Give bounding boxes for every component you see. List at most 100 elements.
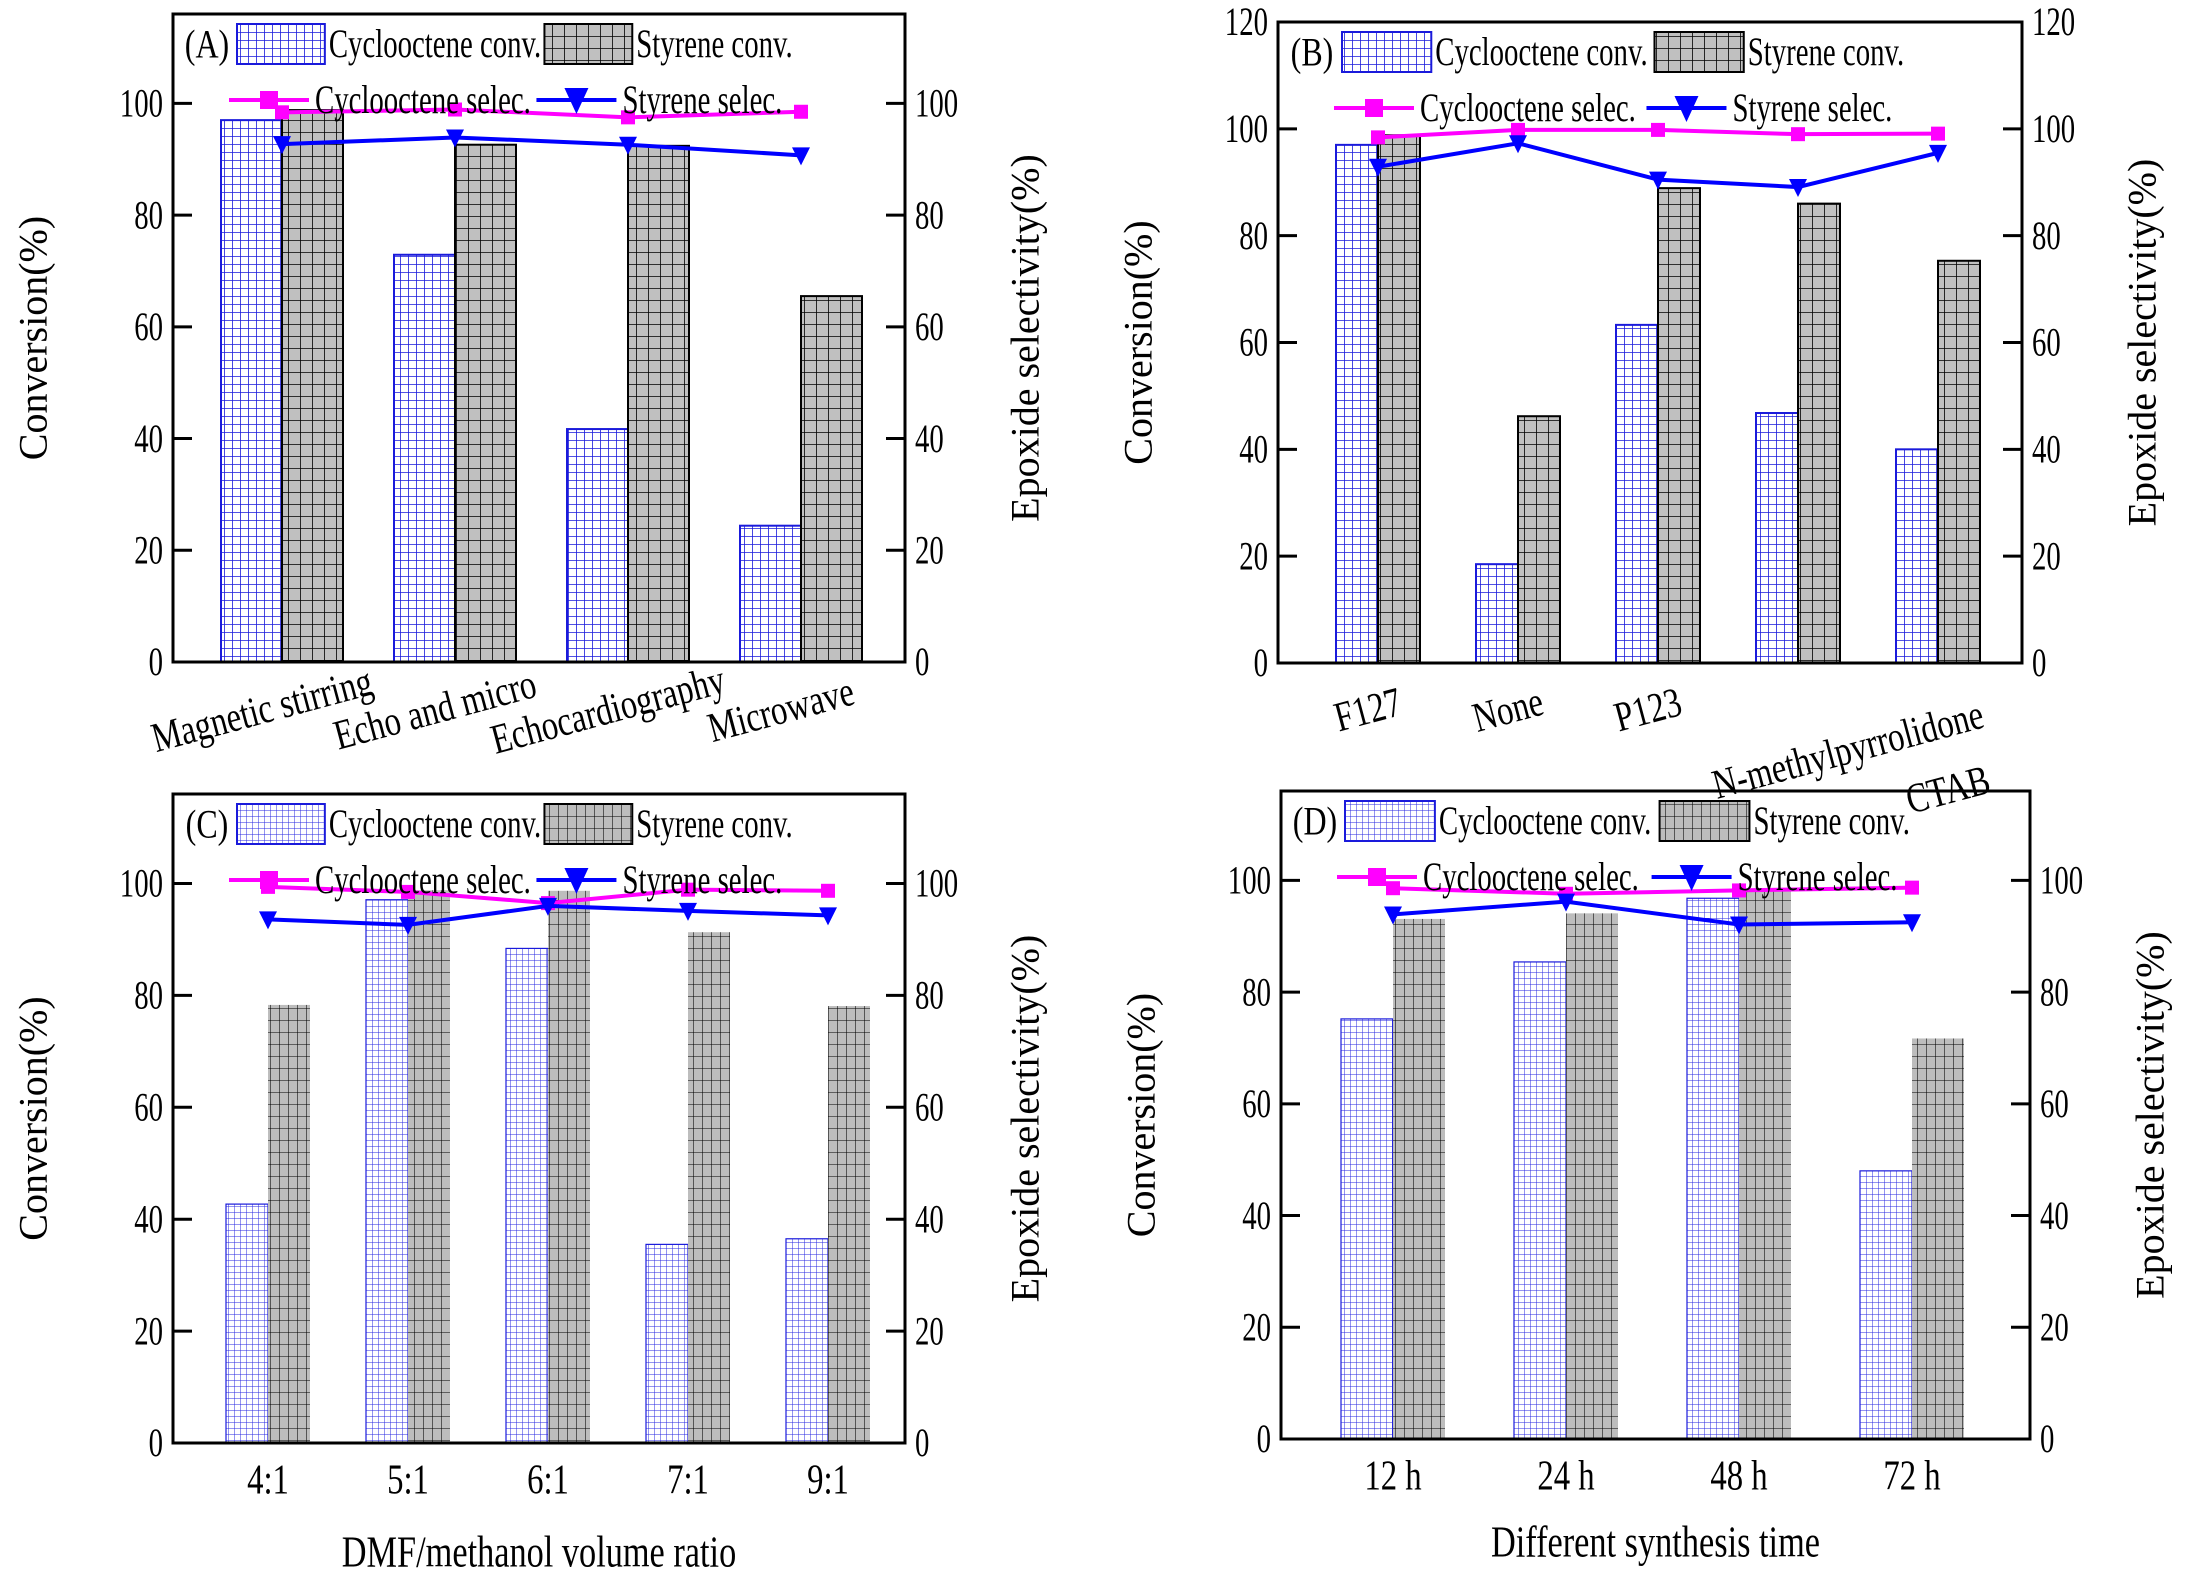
- y-tick-label-wrap: 60: [134, 1085, 163, 1130]
- marker-styrene-selec: [1789, 179, 1807, 198]
- y2-axis-label-wrap: Epoxide selectivity(%): [2128, 931, 2173, 1299]
- y2-tick-label-wrap: 40: [915, 416, 944, 461]
- y2-tick-label-wrap: 40: [2040, 1193, 2069, 1238]
- y-tick-label: 20: [1239, 534, 1268, 579]
- y-tick-label-wrap: 60: [134, 304, 163, 349]
- panel-label: (A): [185, 22, 229, 66]
- marker-cyclooctene-selec: [1732, 883, 1746, 898]
- legend-styrene-selec-text: Styrene selec.: [622, 78, 782, 123]
- y2-tick-label: 60: [2040, 1081, 2069, 1126]
- y2-tick-label-wrap: 20: [915, 1309, 944, 1354]
- bar-cyclooctene-conv: [220, 119, 283, 663]
- y2-tick-label-wrap: 60: [2032, 320, 2061, 365]
- marker-styrene-selec: [259, 911, 277, 930]
- bar-cyclooctene-conv: [1755, 412, 1799, 665]
- legend-styrene-conv-text-wrap: Styrene conv.: [1748, 30, 1904, 75]
- x-tick-label: 24 h: [1537, 1453, 1594, 1500]
- x-axis-label-wrap: DMF/methanol volume ratio: [342, 1527, 736, 1575]
- legend-cyclooctene-selec-text-wrap: Cyclooctene selec.: [315, 858, 531, 903]
- y-tick-label-wrap: 80: [134, 193, 163, 238]
- y-tick-label: 0: [149, 1421, 163, 1466]
- panel-label-wrap: (A): [185, 22, 229, 66]
- legend-cyclooctene-conv-text-wrap: Cyclooctene conv.: [329, 22, 541, 67]
- y-tick-label-wrap: 20: [1239, 534, 1268, 579]
- legend-cyclooctene-conv-text: Cyclooctene conv.: [1435, 30, 1647, 75]
- y2-tick-label: 100: [2032, 106, 2075, 151]
- y-axis-label-wrap: Conversion(%): [11, 216, 56, 460]
- y-tick-label-wrap: 0: [149, 640, 163, 685]
- y-tick-label-wrap: 0: [1257, 1417, 1271, 1462]
- y-tick-label-wrap: 40: [1242, 1193, 1271, 1238]
- y2-tick-label: 80: [2040, 970, 2069, 1015]
- y2-tick-label: 80: [2032, 213, 2061, 258]
- marker-styrene-selec: [619, 136, 637, 155]
- legend-cyclooctene-conv-swatch: [1341, 31, 1433, 73]
- y2-tick-label: 60: [915, 304, 944, 349]
- bar-styrene-conv: [688, 932, 730, 1443]
- x-tick-label-wrap: 48 h: [1710, 1453, 1767, 1500]
- y2-tick-label: 20: [2032, 534, 2061, 579]
- y2-tick-label: 40: [915, 416, 944, 461]
- marker-styrene-selec: [792, 147, 810, 166]
- y-tick-label-wrap: 100: [1228, 858, 1271, 903]
- y-tick-label-wrap: 80: [1242, 970, 1271, 1015]
- y2-axis-label-wrap: Epoxide selectivity(%): [1003, 935, 1048, 1303]
- y2-tick-label-wrap: 20: [915, 528, 944, 573]
- y-tick-label: 60: [1239, 320, 1268, 365]
- plot-frame: [1279, 789, 2032, 1441]
- y2-tick-label: 120: [2032, 0, 2075, 44]
- bar-cyclooctene-conv: [1686, 897, 1740, 1440]
- y2-tick-label: 80: [915, 193, 944, 238]
- legend-styrene-conv-swatch: [1653, 31, 1745, 73]
- legend-cyclooctene-conv-swatch: [1344, 800, 1436, 842]
- x-tick-label-wrap: 12 h: [1364, 1453, 1421, 1500]
- y-tick-label: 40: [1239, 427, 1268, 472]
- bar-cyclooctene-conv: [1335, 143, 1379, 664]
- y2-tick-label-wrap: 100: [915, 861, 958, 906]
- y2-tick-label-wrap: 60: [915, 1085, 944, 1130]
- legend-styrene-selec-text-wrap: Styrene selec.: [622, 858, 782, 903]
- marker-styrene-selec: [679, 902, 697, 921]
- bar-cyclooctene-conv: [739, 524, 802, 663]
- legend: (C) Cyclooctene conv. Styrene conv. Cyclooc…: [186, 802, 793, 903]
- bar-styrene-conv: [548, 890, 590, 1443]
- line-cyclooctene-selec: [281, 107, 802, 120]
- legend-styrene-conv-swatch: [1658, 800, 1751, 842]
- x-tick-label: 72 h: [1883, 1453, 1940, 1500]
- y2-tick-label-wrap: 80: [2040, 970, 2069, 1015]
- x-tick-label-wrap: P123: [1609, 679, 1686, 742]
- y-axis-label: Conversion(%): [11, 216, 56, 460]
- y2-tick-label-wrap: 0: [2032, 641, 2046, 686]
- marker-cyclooctene-selec: [1905, 880, 1919, 895]
- y2-tick-label: 60: [915, 1085, 944, 1130]
- bars: [225, 890, 870, 1444]
- y2-axis-label: Epoxide selectivity(%): [1003, 935, 1048, 1303]
- legend-cyclooctene-conv-text: Cyclooctene conv.: [329, 22, 541, 67]
- y-tick-label-wrap: 40: [134, 1197, 163, 1242]
- y-tick-label-wrap: 80: [1239, 213, 1268, 258]
- x-tick-label: 12 h: [1364, 1453, 1421, 1500]
- y2-tick-label: 0: [915, 1421, 929, 1466]
- y-tick-label-wrap: 40: [1239, 427, 1268, 472]
- y2-tick-label-wrap: 80: [915, 973, 944, 1018]
- y2-tick-label: 100: [915, 81, 958, 126]
- legend-styrene-selec-text: Styrene selec.: [1732, 86, 1892, 131]
- legend-cyclooctene-conv-text: Cyclooctene conv.: [329, 802, 541, 847]
- panel-a: 0 20 40 60 80 100 0 20 40 60 80 100 Conversion(%) Epo…: [11, 12, 1048, 764]
- panel-label: (B): [1291, 30, 1334, 74]
- legend-styrene-selec-marker: [564, 88, 589, 114]
- y-tick-label: 120: [1225, 0, 1268, 44]
- y-tick-label: 100: [1225, 106, 1268, 151]
- bar-cyclooctene-conv: [225, 1203, 269, 1444]
- x-tick-label: 9:1: [807, 1457, 849, 1504]
- y2-tick-label-wrap: 0: [915, 1421, 929, 1466]
- legend-styrene-conv-text: Styrene conv.: [1753, 799, 1909, 844]
- legend-styrene-conv-text-wrap: Styrene conv.: [636, 802, 792, 847]
- x-tick-label-wrap: 72 h: [1883, 1453, 1940, 1500]
- y2-tick-label-wrap: 100: [2040, 858, 2083, 903]
- legend-cyclooctene-selec-marker: [1365, 99, 1383, 117]
- line-cyclooctene-selec: [1392, 885, 1913, 896]
- y-tick-label-wrap: 100: [120, 861, 163, 906]
- y2-axis-label-wrap: Epoxide selectivity(%): [2120, 159, 2165, 527]
- legend-styrene-conv-text: Styrene conv.: [1748, 30, 1904, 75]
